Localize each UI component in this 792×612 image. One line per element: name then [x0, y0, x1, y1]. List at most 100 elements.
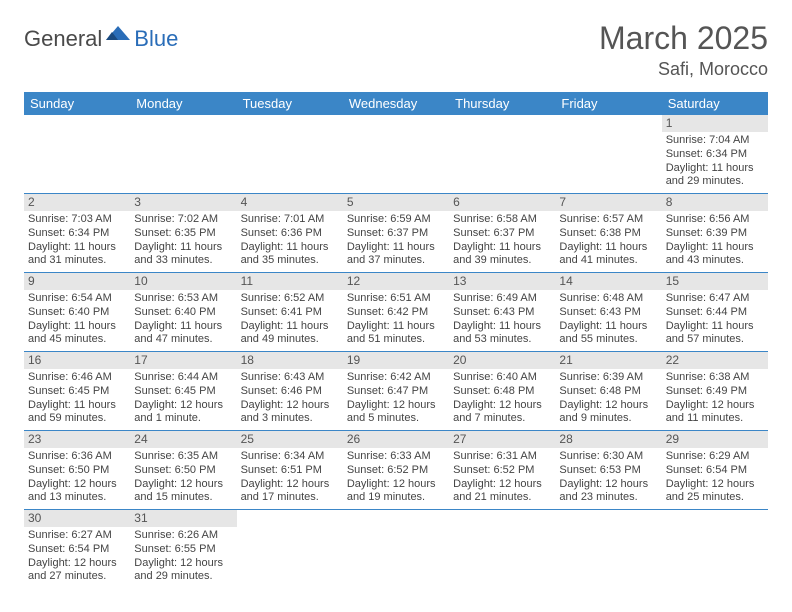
day-number: 17: [130, 352, 236, 369]
day-number: 16: [24, 352, 130, 369]
sunrise-text: Sunrise: 6:42 AM: [347, 371, 445, 385]
calendar-day-cell: 28Sunrise: 6:30 AMSunset: 6:53 PMDayligh…: [555, 431, 661, 510]
day-number: 10: [130, 273, 236, 290]
sunrise-text: Sunrise: 6:57 AM: [559, 213, 657, 227]
sunrise-text: Sunrise: 6:40 AM: [453, 371, 551, 385]
logo-text-general: General: [24, 26, 102, 52]
day-number: 31: [130, 510, 236, 527]
sunrise-text: Sunrise: 6:29 AM: [666, 450, 764, 464]
day-number: 8: [662, 194, 768, 211]
weekday-header: Tuesday: [237, 92, 343, 115]
calendar-day-cell: 6Sunrise: 6:58 AMSunset: 6:37 PMDaylight…: [449, 194, 555, 273]
sunrise-text: Sunrise: 6:34 AM: [241, 450, 339, 464]
calendar-day-cell: 14Sunrise: 6:48 AMSunset: 6:43 PMDayligh…: [555, 273, 661, 352]
calendar-day-cell: 9Sunrise: 6:54 AMSunset: 6:40 PMDaylight…: [24, 273, 130, 352]
day-number: 27: [449, 431, 555, 448]
calendar-day-cell: 12Sunrise: 6:51 AMSunset: 6:42 PMDayligh…: [343, 273, 449, 352]
sunset-text: Sunset: 6:50 PM: [134, 464, 232, 478]
daylight-text: Daylight: 11 hours and 55 minutes.: [559, 320, 657, 348]
sunset-text: Sunset: 6:45 PM: [134, 385, 232, 399]
daylight-text: Daylight: 12 hours and 17 minutes.: [241, 478, 339, 506]
sunset-text: Sunset: 6:36 PM: [241, 227, 339, 241]
calendar-day-cell: 23Sunrise: 6:36 AMSunset: 6:50 PMDayligh…: [24, 431, 130, 510]
sunrise-text: Sunrise: 6:43 AM: [241, 371, 339, 385]
sunrise-text: Sunrise: 6:39 AM: [559, 371, 657, 385]
day-number: 20: [449, 352, 555, 369]
day-number: 23: [24, 431, 130, 448]
calendar-day-cell: [449, 510, 555, 589]
daylight-text: Daylight: 12 hours and 25 minutes.: [666, 478, 764, 506]
sunset-text: Sunset: 6:41 PM: [241, 306, 339, 320]
sunrise-text: Sunrise: 6:49 AM: [453, 292, 551, 306]
page-title: March 2025: [599, 20, 768, 57]
sunset-text: Sunset: 6:51 PM: [241, 464, 339, 478]
calendar-day-cell: 4 Sunrise: 7:01 AMSunset: 6:36 PMDaylight…: [237, 194, 343, 273]
calendar-day-cell: 17Sunrise: 6:44 AMSunset: 6:45 PMDayligh…: [130, 352, 236, 431]
sunset-text: Sunset: 6:52 PM: [453, 464, 551, 478]
day-number: 18: [237, 352, 343, 369]
calendar-day-cell: 2Sunrise: 7:03 AMSunset: 6:34 PMDaylight…: [24, 194, 130, 273]
calendar-week-row: 1Sunrise: 7:04 AMSunset: 6:34 PMDaylight…: [24, 115, 768, 194]
calendar-day-cell: 13Sunrise: 6:49 AMSunset: 6:43 PMDayligh…: [449, 273, 555, 352]
calendar-day-cell: 11Sunrise: 6:52 AMSunset: 6:41 PMDayligh…: [237, 273, 343, 352]
daylight-text: Daylight: 12 hours and 7 minutes.: [453, 399, 551, 427]
calendar-day-cell: 20Sunrise: 6:40 AMSunset: 6:48 PMDayligh…: [449, 352, 555, 431]
sunset-text: Sunset: 6:48 PM: [559, 385, 657, 399]
day-number: 25: [237, 431, 343, 448]
sunset-text: Sunset: 6:39 PM: [666, 227, 764, 241]
sunrise-text: Sunrise: 6:36 AM: [28, 450, 126, 464]
calendar-day-cell: 3Sunrise: 7:02 AMSunset: 6:35 PMDaylight…: [130, 194, 236, 273]
calendar-week-row: 30Sunrise: 6:27 AMSunset: 6:54 PMDayligh…: [24, 510, 768, 589]
daylight-text: Daylight: 12 hours and 19 minutes.: [347, 478, 445, 506]
daylight-text: Daylight: 12 hours and 3 minutes.: [241, 399, 339, 427]
sunrise-text: Sunrise: 6:48 AM: [559, 292, 657, 306]
calendar-day-cell: 7Sunrise: 6:57 AMSunset: 6:38 PMDaylight…: [555, 194, 661, 273]
day-number: 4: [237, 194, 343, 211]
daylight-text: Daylight: 11 hours and 41 minutes.: [559, 241, 657, 269]
sunset-text: Sunset: 6:54 PM: [666, 464, 764, 478]
sunset-text: Sunset: 6:53 PM: [559, 464, 657, 478]
calendar-day-cell: 8Sunrise: 6:56 AMSunset: 6:39 PMDaylight…: [662, 194, 768, 273]
calendar-week-row: 23 Sunrise: 6:36 AM Sunset: 6:50 PM Dayligh…: [24, 431, 768, 510]
sunset-text: Sunset: 6:40 PM: [28, 306, 126, 320]
sunrise-text: Sunrise: 7:03 AM: [28, 213, 126, 227]
calendar-day-cell: [237, 115, 343, 194]
calendar-day-cell: 22Sunrise: 6:38 AMSunset: 6:49 PMDayligh…: [662, 352, 768, 431]
sunrise-text: Sunrise: 7:01 AM: [241, 213, 339, 227]
calendar-day-cell: 5Sunrise: 6:59 AMSunset: 6:37 PMDaylight…: [343, 194, 449, 273]
sunrise-text: Sunrise: 6:35 AM: [134, 450, 232, 464]
day-number: 21: [555, 352, 661, 369]
calendar-table: Sunday Monday Tuesday Wednesday Thursday…: [24, 92, 768, 588]
daylight-text: Daylight: 11 hours and 31 minutes.: [28, 241, 126, 269]
daylight-text: Daylight: 11 hours and 47 minutes.: [134, 320, 232, 348]
calendar-day-cell: [449, 115, 555, 194]
calendar-day-cell: [343, 115, 449, 194]
day-number: 26: [343, 431, 449, 448]
calendar-day-cell: [343, 510, 449, 589]
weekday-header: Friday: [555, 92, 661, 115]
day-number: 9: [24, 273, 130, 290]
sunset-text: Sunset: 6:46 PM: [241, 385, 339, 399]
sunrise-text: Sunrise: 6:56 AM: [666, 213, 764, 227]
day-number: 13: [449, 273, 555, 290]
sunset-text: Sunset: 6:44 PM: [666, 306, 764, 320]
sunrise-text: Sunrise: 6:26 AM: [134, 529, 232, 543]
day-number: 6: [449, 194, 555, 211]
daylight-text: Daylight: 12 hours and 5 minutes.: [347, 399, 445, 427]
daylight-text: Daylight: 11 hours and 35 minutes.: [241, 241, 339, 269]
calendar-day-cell: [130, 115, 236, 194]
calendar-day-cell: 21Sunrise: 6:39 AMSunset: 6:48 PMDayligh…: [555, 352, 661, 431]
sunrise-text: Sunrise: 6:44 AM: [134, 371, 232, 385]
day-number: 22: [662, 352, 768, 369]
day-number: 15: [662, 273, 768, 290]
day-number: 5: [343, 194, 449, 211]
title-block: March 2025 Safi, Morocco: [599, 20, 768, 80]
sunrise-text: Sunrise: 6:30 AM: [559, 450, 657, 464]
weekday-header-row: Sunday Monday Tuesday Wednesday Thursday…: [24, 92, 768, 115]
sunset-text: Sunset: 6:40 PM: [134, 306, 232, 320]
logo: General Blue: [24, 26, 178, 52]
flag-icon: [106, 22, 132, 47]
sunset-text: Sunset: 6:52 PM: [347, 464, 445, 478]
calendar-day-cell: 25 Sunrise: 6:34 AMSunset: 6:51 PMDayligh…: [237, 431, 343, 510]
calendar-day-cell: 19Sunrise: 6:42 AMSunset: 6:47 PMDayligh…: [343, 352, 449, 431]
